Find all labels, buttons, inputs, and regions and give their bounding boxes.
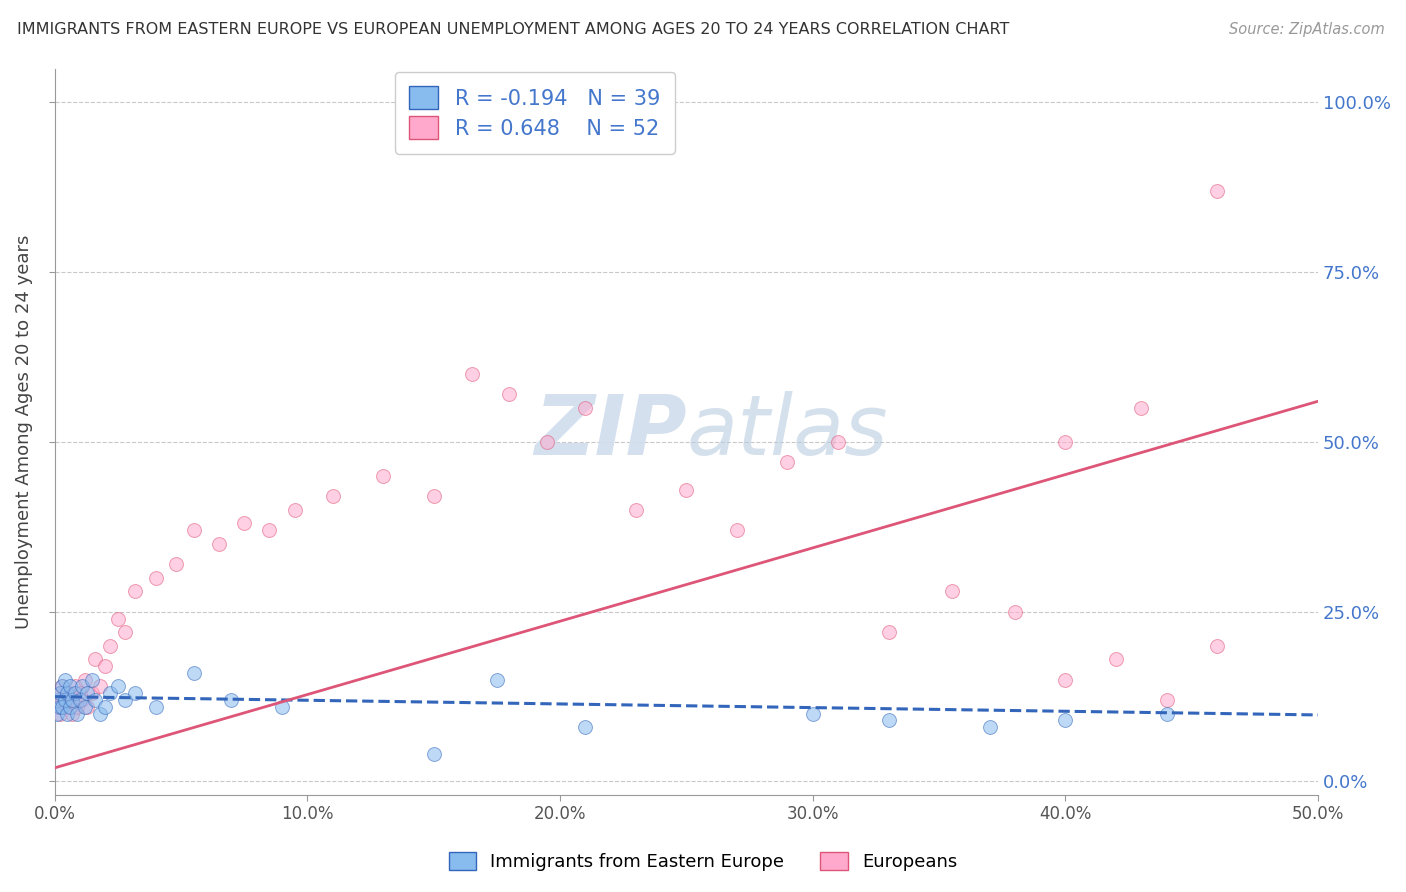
Point	[233, 516, 256, 531]
Point	[941, 584, 963, 599]
Point	[183, 665, 205, 680]
Point	[1004, 605, 1026, 619]
Point	[1105, 652, 1128, 666]
Point	[221, 693, 243, 707]
Point	[145, 571, 167, 585]
Point	[114, 693, 136, 707]
Point	[53, 673, 76, 687]
Point	[66, 699, 89, 714]
Point	[877, 625, 900, 640]
Point	[51, 693, 73, 707]
Point	[48, 686, 70, 700]
Point	[124, 584, 146, 599]
Point	[63, 680, 86, 694]
Point	[69, 686, 91, 700]
Point	[59, 686, 82, 700]
Point	[82, 686, 104, 700]
Point	[485, 673, 508, 687]
Point	[51, 680, 73, 694]
Point	[84, 693, 107, 707]
Legend: R = -0.194   N = 39, R = 0.648    N = 52: R = -0.194 N = 39, R = 0.648 N = 52	[395, 71, 675, 153]
Point	[107, 611, 129, 625]
Point	[827, 434, 849, 449]
Point	[801, 706, 824, 721]
Point	[59, 680, 82, 694]
Y-axis label: Unemployment Among Ages 20 to 24 years: Unemployment Among Ages 20 to 24 years	[15, 235, 32, 629]
Text: ZIP: ZIP	[534, 392, 686, 472]
Point	[98, 639, 121, 653]
Point	[183, 523, 205, 537]
Point	[574, 720, 596, 734]
Point	[60, 706, 83, 721]
Point	[675, 483, 697, 497]
Text: Source: ZipAtlas.com: Source: ZipAtlas.com	[1229, 22, 1385, 37]
Point	[84, 652, 107, 666]
Point	[48, 706, 70, 721]
Point	[536, 434, 558, 449]
Point	[1156, 693, 1178, 707]
Point	[51, 699, 73, 714]
Point	[53, 693, 76, 707]
Point	[48, 686, 70, 700]
Point	[76, 699, 98, 714]
Point	[46, 706, 69, 721]
Point	[1206, 184, 1229, 198]
Point	[624, 503, 647, 517]
Point	[60, 693, 83, 707]
Point	[208, 537, 231, 551]
Point	[76, 686, 98, 700]
Point	[56, 693, 79, 707]
Point	[1054, 714, 1077, 728]
Point	[114, 625, 136, 640]
Point	[1054, 434, 1077, 449]
Point	[877, 714, 900, 728]
Point	[1130, 401, 1153, 415]
Point	[56, 686, 79, 700]
Point	[59, 699, 82, 714]
Point	[498, 387, 520, 401]
Point	[46, 693, 69, 707]
Point	[48, 699, 70, 714]
Point	[73, 673, 96, 687]
Point	[1054, 673, 1077, 687]
Point	[46, 699, 69, 714]
Point	[69, 693, 91, 707]
Point	[98, 686, 121, 700]
Point	[259, 523, 281, 537]
Legend: Immigrants from Eastern Europe, Europeans: Immigrants from Eastern Europe, European…	[441, 845, 965, 879]
Point	[72, 693, 94, 707]
Point	[979, 720, 1001, 734]
Text: IMMIGRANTS FROM EASTERN EUROPE VS EUROPEAN UNEMPLOYMENT AMONG AGES 20 TO 24 YEAR: IMMIGRANTS FROM EASTERN EUROPE VS EUROPE…	[17, 22, 1010, 37]
Point	[284, 503, 307, 517]
Point	[107, 680, 129, 694]
Point	[66, 706, 89, 721]
Point	[73, 699, 96, 714]
Point	[1156, 706, 1178, 721]
Point	[776, 455, 799, 469]
Point	[271, 699, 294, 714]
Point	[89, 680, 111, 694]
Point	[460, 367, 482, 381]
Point	[725, 523, 748, 537]
Point	[51, 680, 73, 694]
Point	[422, 747, 444, 762]
Point	[56, 706, 79, 721]
Point	[94, 659, 117, 673]
Point	[82, 673, 104, 687]
Point	[94, 699, 117, 714]
Point	[422, 489, 444, 503]
Point	[89, 706, 111, 721]
Point	[53, 699, 76, 714]
Point	[371, 469, 394, 483]
Point	[145, 699, 167, 714]
Point	[124, 686, 146, 700]
Point	[1206, 639, 1229, 653]
Text: atlas: atlas	[686, 392, 889, 472]
Point	[574, 401, 596, 415]
Point	[165, 558, 187, 572]
Point	[72, 680, 94, 694]
Point	[322, 489, 344, 503]
Point	[63, 686, 86, 700]
